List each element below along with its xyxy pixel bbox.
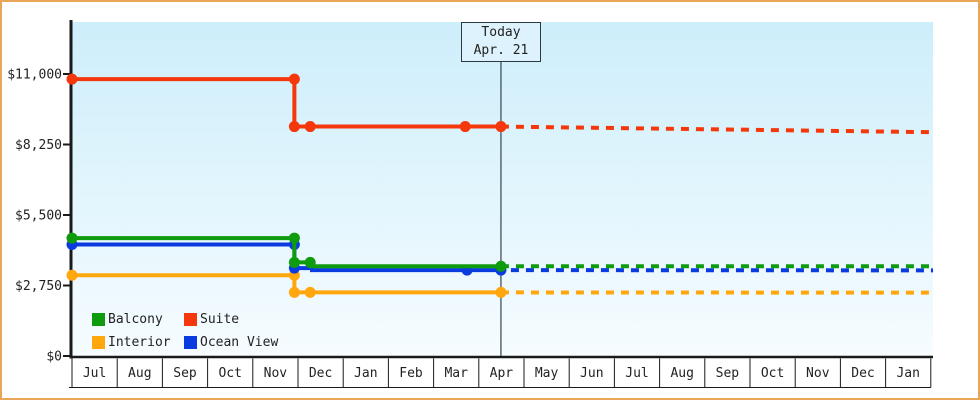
svg-text:Oct: Oct bbox=[761, 366, 784, 381]
legend-item-suite: Suite bbox=[184, 312, 278, 327]
svg-text:Nov: Nov bbox=[806, 366, 830, 381]
legend-label: Ocean View bbox=[200, 335, 279, 350]
legend-swatch-ocean-view bbox=[184, 336, 197, 349]
legend-item-ocean-view: Ocean View bbox=[184, 335, 278, 350]
svg-text:Jan: Jan bbox=[354, 366, 377, 381]
svg-text:Feb: Feb bbox=[399, 366, 423, 381]
legend-swatch-suite bbox=[184, 313, 197, 326]
svg-text:Dec: Dec bbox=[309, 366, 332, 381]
legend-swatch-interior bbox=[92, 336, 105, 349]
legend-label: Interior bbox=[108, 335, 171, 350]
svg-text:Nov: Nov bbox=[264, 366, 288, 381]
legend-item-interior: Interior bbox=[92, 335, 184, 350]
svg-text:$0: $0 bbox=[46, 350, 62, 365]
svg-text:$2,750: $2,750 bbox=[15, 279, 62, 294]
svg-text:Jul: Jul bbox=[83, 366, 106, 381]
legend-label: Suite bbox=[200, 312, 240, 327]
svg-text:Mar: Mar bbox=[444, 366, 468, 381]
legend-item-balcony: Balcony bbox=[92, 312, 184, 327]
svg-text:Apr: Apr bbox=[490, 366, 514, 381]
svg-text:Sep: Sep bbox=[173, 366, 197, 381]
chart-legend: Balcony Suite Interior Ocean View bbox=[92, 312, 278, 350]
svg-text:Sep: Sep bbox=[716, 366, 740, 381]
svg-text:Oct: Oct bbox=[218, 366, 241, 381]
legend-swatch-balcony bbox=[92, 313, 105, 326]
svg-text:$8,250: $8,250 bbox=[15, 138, 62, 153]
today-date: Apr. 21 bbox=[473, 43, 529, 58]
today-annotation: Today Apr. 21 bbox=[461, 22, 541, 62]
svg-text:Jun: Jun bbox=[580, 366, 603, 381]
svg-text:Dec: Dec bbox=[851, 366, 874, 381]
today-label: Today bbox=[481, 25, 521, 40]
legend-label: Balcony bbox=[108, 312, 163, 327]
svg-text:Aug: Aug bbox=[128, 366, 151, 381]
svg-text:Jul: Jul bbox=[625, 366, 648, 381]
svg-text:Jan: Jan bbox=[896, 366, 919, 381]
svg-text:May: May bbox=[535, 366, 559, 381]
svg-text:$5,500: $5,500 bbox=[15, 209, 62, 224]
svg-text:$11,000: $11,000 bbox=[7, 68, 62, 83]
svg-text:Aug: Aug bbox=[670, 366, 693, 381]
